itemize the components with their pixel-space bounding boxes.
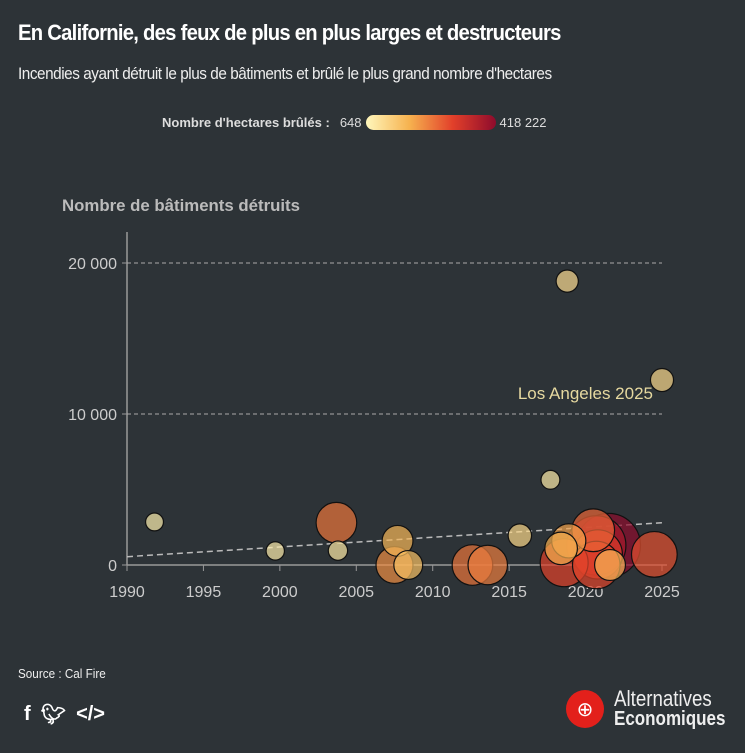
x-tick-label: 2005: [338, 584, 374, 601]
color-legend: Nombre d'hectares brûlés : 648 418 222: [162, 115, 547, 130]
data-point: [507, 523, 533, 548]
facebook-icon[interactable]: f: [24, 703, 31, 725]
y-axis-label: Nombre de bâtiments détruits: [62, 196, 300, 215]
data-point: [540, 469, 561, 490]
legend-gradient: [365, 115, 496, 130]
x-tick-label: 1990: [109, 584, 145, 601]
annotation-los-angeles: Los Angeles 2025: [518, 384, 653, 403]
data-point: [315, 501, 358, 544]
share-links: f 🐦︎ </>: [24, 702, 105, 727]
data-point: [544, 531, 579, 566]
x-tick-label: 2000: [262, 584, 298, 601]
x-tick-label: 1995: [186, 584, 222, 601]
data-point: [393, 549, 424, 581]
chart-subtitle: Incendies ayant détruit le plus de bâtim…: [18, 64, 552, 83]
data-point: [555, 269, 579, 293]
chart-title: En Californie, des feux de plus en plus …: [18, 20, 561, 45]
data-point: [594, 548, 627, 582]
legend-min: 648: [339, 115, 362, 130]
legend-label: Nombre d'hectares brûlés :: [162, 115, 330, 130]
x-tick-label: 2010: [415, 584, 451, 601]
brand-line2: Economiques: [614, 708, 726, 730]
brand-line1: Alternatives: [614, 686, 712, 711]
data-point: [630, 530, 678, 578]
brand-logo: ⊕ Alternatives Economiques: [566, 688, 745, 730]
data-point: [467, 544, 509, 586]
magnifier-plus-icon: ⊕: [566, 690, 604, 728]
y-tick-label: 0: [108, 558, 117, 575]
y-tick-label: 20 000: [68, 256, 117, 273]
source-note: Source : Cal Fire: [18, 666, 106, 681]
data-point: [327, 540, 349, 561]
data-point: [649, 367, 675, 393]
x-tick-label: 2025: [644, 584, 680, 601]
embed-code-icon[interactable]: </>: [76, 703, 105, 725]
y-tick-label: 10 000: [68, 407, 117, 424]
data-point: [265, 541, 286, 561]
x-tick-label: 2015: [491, 584, 527, 601]
twitter-icon[interactable]: 🐦︎: [40, 704, 67, 726]
scatter-chart: Nombre de bâtiments détruits 0 10 000 20 0…: [62, 196, 680, 601]
legend-max: 418 222: [499, 115, 547, 130]
data-point: [144, 512, 165, 532]
